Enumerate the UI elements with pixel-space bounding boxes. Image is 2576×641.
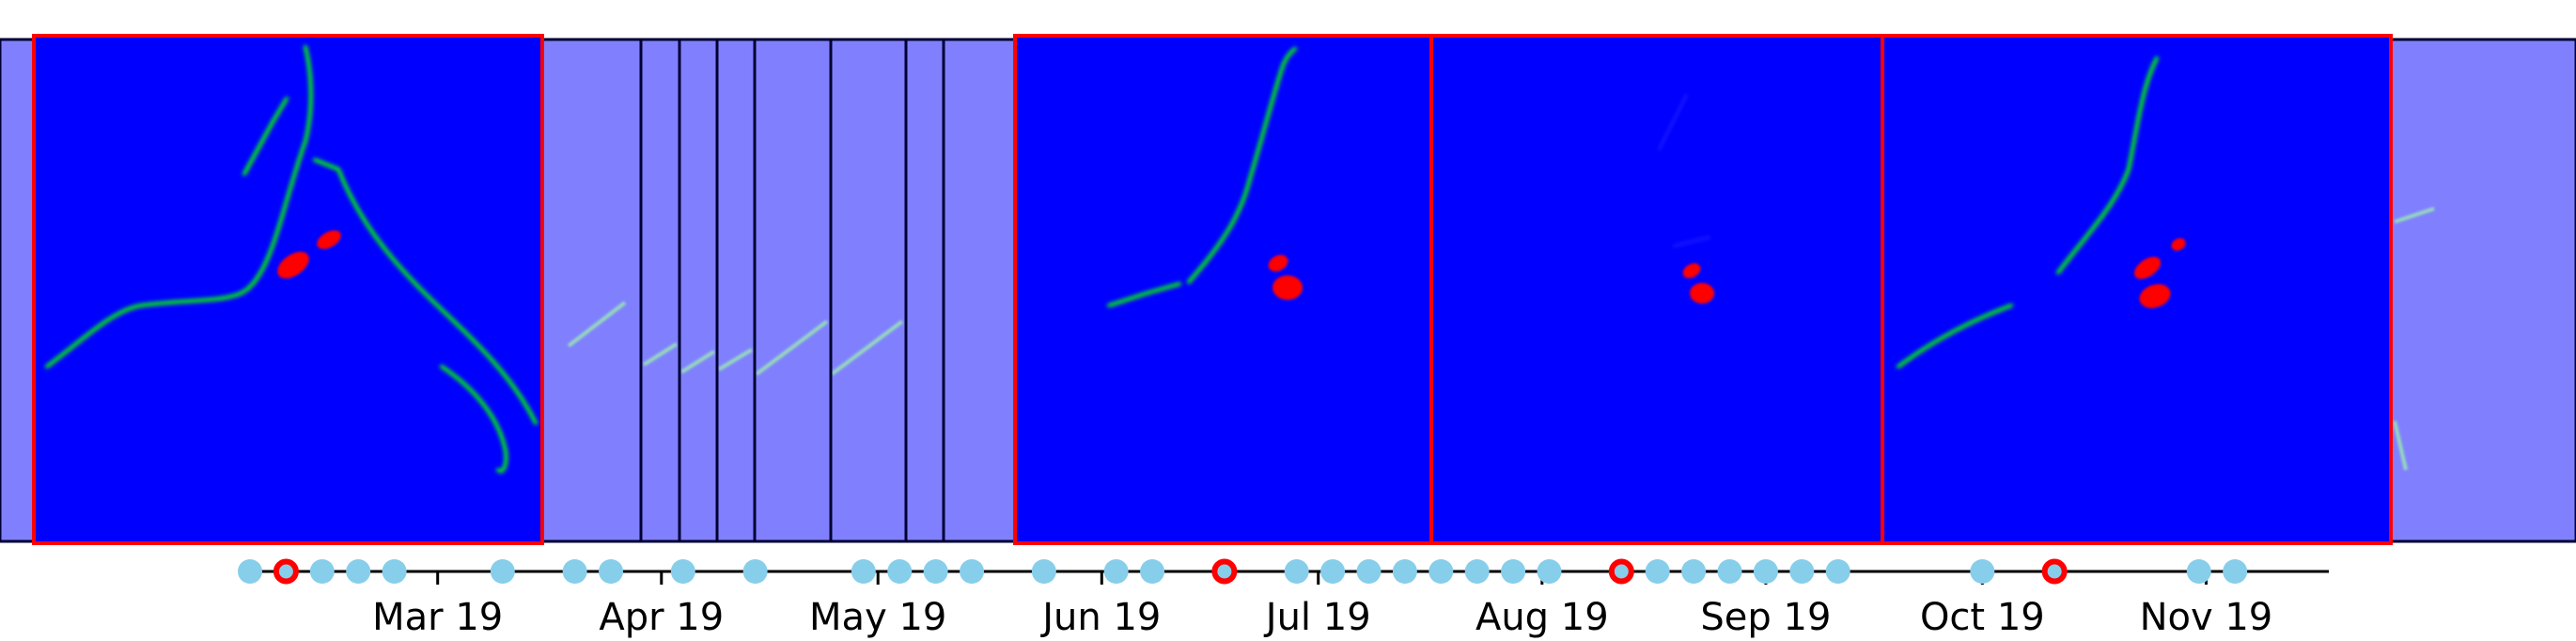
selected-acquisition-point bbox=[2041, 558, 2068, 585]
acquisition-point bbox=[1429, 559, 1454, 584]
acquisition-point bbox=[851, 559, 876, 584]
acquisition-point bbox=[309, 559, 335, 584]
x-tick-label: Jun 19 bbox=[1039, 596, 1161, 639]
x-tick-label: Sep 19 bbox=[1700, 596, 1831, 639]
x-tick-label: Mar 19 bbox=[372, 596, 503, 639]
acquisition-point bbox=[1645, 559, 1670, 584]
acquisition-point bbox=[382, 559, 407, 584]
x-tick-label: Jul 19 bbox=[1263, 596, 1371, 639]
x-tick-label: Nov 19 bbox=[2140, 596, 2273, 639]
acquisition-point bbox=[1284, 559, 1309, 584]
acquisition-point bbox=[742, 559, 768, 584]
acquisition-point bbox=[1031, 559, 1056, 584]
highlighted-tile-3 bbox=[1429, 34, 1884, 545]
faded-thumbnail-dividers bbox=[639, 39, 945, 541]
selected-acquisition-point bbox=[273, 558, 299, 585]
x-tick-label: Oct 19 bbox=[1920, 596, 2045, 639]
acquisition-point bbox=[238, 559, 262, 584]
acquisition-point bbox=[1103, 559, 1129, 584]
acquisition-point bbox=[1501, 559, 1526, 584]
acquisition-point bbox=[1825, 559, 1850, 584]
acquisition-point bbox=[490, 559, 515, 584]
acquisition-point bbox=[923, 559, 948, 584]
acquisition-point bbox=[1970, 559, 1995, 584]
acquisition-point bbox=[1753, 559, 1778, 584]
acquisition-point bbox=[2223, 559, 2248, 584]
highlighted-tile-1 bbox=[32, 34, 544, 545]
x-tick-label: May 19 bbox=[809, 596, 946, 639]
acquisition-point bbox=[1789, 559, 1815, 584]
acquisition-point bbox=[1320, 559, 1346, 584]
acquisition-point bbox=[562, 559, 587, 584]
acquisition-point bbox=[346, 559, 371, 584]
acquisition-point bbox=[1356, 559, 1382, 584]
acquisition-point bbox=[887, 559, 913, 584]
acquisition-point bbox=[599, 559, 624, 584]
x-axis-tick-labels: Mar 19 Apr 19 May 19 Jun 19 Jul 19 Aug 19 Sep … bbox=[372, 596, 2272, 639]
acquisition-point bbox=[1392, 559, 1417, 584]
x-tick-label: Aug 19 bbox=[1475, 596, 1609, 639]
x-tick-label: Apr 19 bbox=[599, 596, 724, 639]
acquisition-point bbox=[1464, 559, 1490, 584]
selected-acquisition-point bbox=[1608, 558, 1634, 585]
acquisition-point bbox=[670, 559, 695, 584]
highlighted-tile-4 bbox=[1881, 34, 2393, 545]
acquisition-point bbox=[1140, 559, 1165, 584]
acquisition-point bbox=[1537, 559, 1562, 584]
acquisition-point bbox=[960, 559, 985, 584]
acquisition-point bbox=[1717, 559, 1742, 584]
selected-acquisition-point bbox=[1211, 558, 1238, 585]
acquisition-points bbox=[238, 558, 2248, 585]
faded-vessel-traces bbox=[567, 207, 2435, 471]
acquisition-point bbox=[2186, 559, 2211, 584]
highlighted-tile-2 bbox=[1013, 34, 1433, 545]
acquisition-point bbox=[1681, 559, 1707, 584]
